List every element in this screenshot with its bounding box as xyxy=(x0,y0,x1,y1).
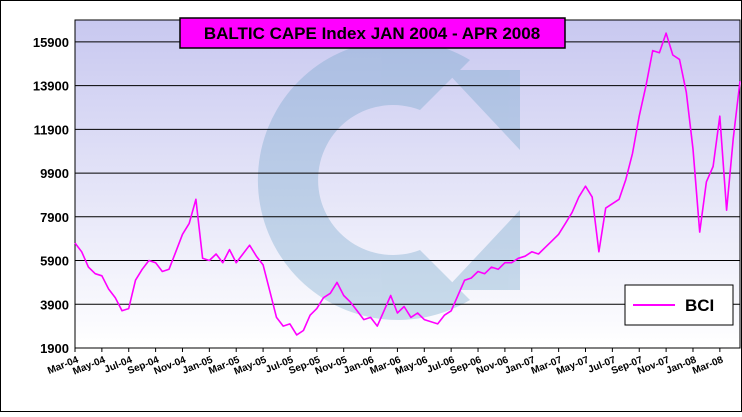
y-tick-label: 3900 xyxy=(40,297,69,312)
y-tick-label: 13900 xyxy=(33,79,69,94)
y-tick-label: 5900 xyxy=(40,254,69,269)
chart: BALTIC CAPE Index JAN 2004 - APR 2008 19… xyxy=(0,0,742,412)
y-tick-label: 15900 xyxy=(33,35,69,50)
chart-title: BALTIC CAPE Index JAN 2004 - APR 2008 xyxy=(204,24,540,43)
page: BALTIC CAPE Index JAN 2004 - APR 2008 19… xyxy=(0,0,742,417)
y-tick-label: 1900 xyxy=(40,341,69,356)
y-tick-label: 7900 xyxy=(40,210,69,225)
y-tick-label: 11900 xyxy=(34,122,69,137)
legend-label: BCI xyxy=(685,296,714,315)
y-tick-label: 9900 xyxy=(40,166,69,181)
